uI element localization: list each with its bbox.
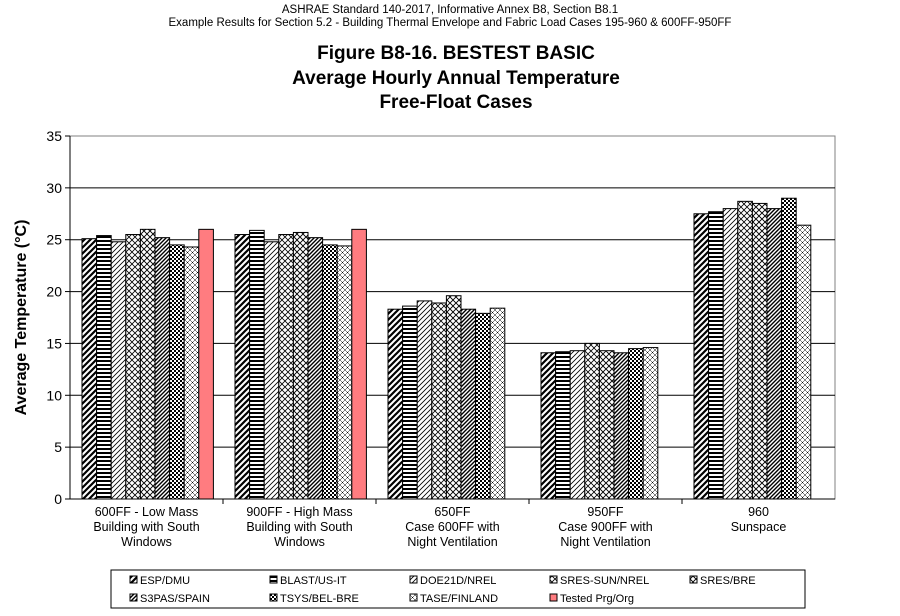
bar-s3pas-spain xyxy=(613,352,630,500)
bar-tsys-bel-bre xyxy=(322,244,338,500)
bar-doe21d-nrel xyxy=(722,208,739,500)
y-axis-label: Average Temperature (°C) xyxy=(13,220,30,416)
bar-sres-sun-nrel xyxy=(431,302,447,500)
legend-label: SRES-SUN/NREL xyxy=(560,575,649,587)
bar-s3pas-spain xyxy=(460,308,477,500)
legend-swatch xyxy=(549,593,558,602)
bar-doe21d-nrel xyxy=(569,350,586,500)
bar-sres-bre xyxy=(445,295,462,500)
y-tick-label: 30 xyxy=(46,180,62,196)
legend-swatch xyxy=(129,593,138,602)
legend-swatch xyxy=(689,575,698,584)
chart-title-line-2: Average Hourly Annual Temperature xyxy=(292,68,620,89)
legend-swatch xyxy=(409,593,418,602)
bar-tsys-bel-bre xyxy=(781,197,797,500)
legend-label: SRES/BRE xyxy=(700,575,756,587)
bar-tase-finland xyxy=(489,307,506,500)
legend-swatch xyxy=(269,593,278,602)
bar-tested-prg-org xyxy=(351,228,367,500)
legend-label: DOE21D/NREL xyxy=(420,575,496,587)
bar-sres-sun-nrel xyxy=(584,342,600,500)
bar-blast-us-it xyxy=(96,235,112,500)
bar-tase-finland xyxy=(795,224,812,500)
bar-tase-finland xyxy=(642,347,659,500)
x-category-label: 600FF - Low Mass Building with South Windo… xyxy=(93,505,199,549)
bar-blast-us-it xyxy=(249,229,265,500)
bar-esp-dmu xyxy=(234,234,251,500)
header-example-results-line: Example Results for Section 5.2 - Buildi… xyxy=(168,17,732,29)
bar-s3pas-spain xyxy=(307,237,324,500)
bar-sres-bre xyxy=(598,350,615,500)
bar-tested-prg-org xyxy=(198,228,214,500)
bar-tsys-bel-bre xyxy=(169,244,185,500)
bar-doe21d-nrel xyxy=(263,241,280,500)
header-standard-line: ASHRAE Standard 140-2017, Informative An… xyxy=(281,4,619,16)
bar-sres-bre xyxy=(292,231,309,500)
bar-doe21d-nrel xyxy=(110,241,127,500)
legend-swatch xyxy=(409,575,418,584)
legend-label: Tested Prg/Org xyxy=(560,593,634,605)
bar-blast-us-it xyxy=(402,305,418,500)
bar-tase-finland xyxy=(183,246,200,500)
x-category-label: 900FF - High Mass Building with South Wind… xyxy=(246,505,352,549)
legend-label: BLAST/US-IT xyxy=(280,575,347,587)
bar-sres-bre xyxy=(139,228,156,500)
y-tick-label: 5 xyxy=(54,439,62,455)
legend-swatch xyxy=(549,575,558,584)
legend-swatch xyxy=(129,575,138,584)
y-tick-label: 35 xyxy=(46,128,62,144)
bar-tsys-bel-bre xyxy=(628,348,644,500)
bar-esp-dmu xyxy=(693,213,710,500)
legend-swatch xyxy=(269,575,278,584)
y-tick-label: 20 xyxy=(46,284,62,300)
x-category-label: 960 Sunspace xyxy=(731,505,787,534)
chart-title-line-1: Figure B8-16. BESTEST BASIC xyxy=(317,43,595,64)
bar-tase-finland xyxy=(336,245,353,500)
bar-doe21d-nrel xyxy=(416,300,433,500)
y-tick-label: 0 xyxy=(54,491,62,507)
bar-esp-dmu xyxy=(540,352,557,500)
bar-blast-us-it xyxy=(555,351,571,500)
chart-title-line-3: Free-Float Cases xyxy=(379,92,533,113)
bar-esp-dmu xyxy=(387,308,404,500)
legend-label: S3PAS/SPAIN xyxy=(140,593,210,605)
x-category-label: 950FF Case 900FF with Night Ventilation xyxy=(558,505,653,549)
y-tick-label: 10 xyxy=(46,387,62,403)
bar-sres-bre xyxy=(751,202,768,500)
y-tick-label: 25 xyxy=(46,232,62,248)
bar-blast-us-it xyxy=(708,211,724,500)
bar-tsys-bel-bre xyxy=(475,312,491,500)
legend-label: TSYS/BEL-BRE xyxy=(280,593,359,605)
y-tick-label: 15 xyxy=(46,335,62,351)
bar-sres-sun-nrel xyxy=(278,234,294,500)
bar-sres-sun-nrel xyxy=(125,234,141,500)
bar-sres-sun-nrel xyxy=(737,200,753,500)
bar-s3pas-spain xyxy=(766,208,783,500)
legend-label: TASE/FINLAND xyxy=(420,593,498,605)
legend-box xyxy=(110,569,806,609)
x-category-label: 650FF Case 600FF with Night Ventilation xyxy=(405,505,500,549)
bar-s3pas-spain xyxy=(154,237,171,500)
legend-label: ESP/DMU xyxy=(140,575,190,587)
bar-esp-dmu xyxy=(81,238,98,500)
